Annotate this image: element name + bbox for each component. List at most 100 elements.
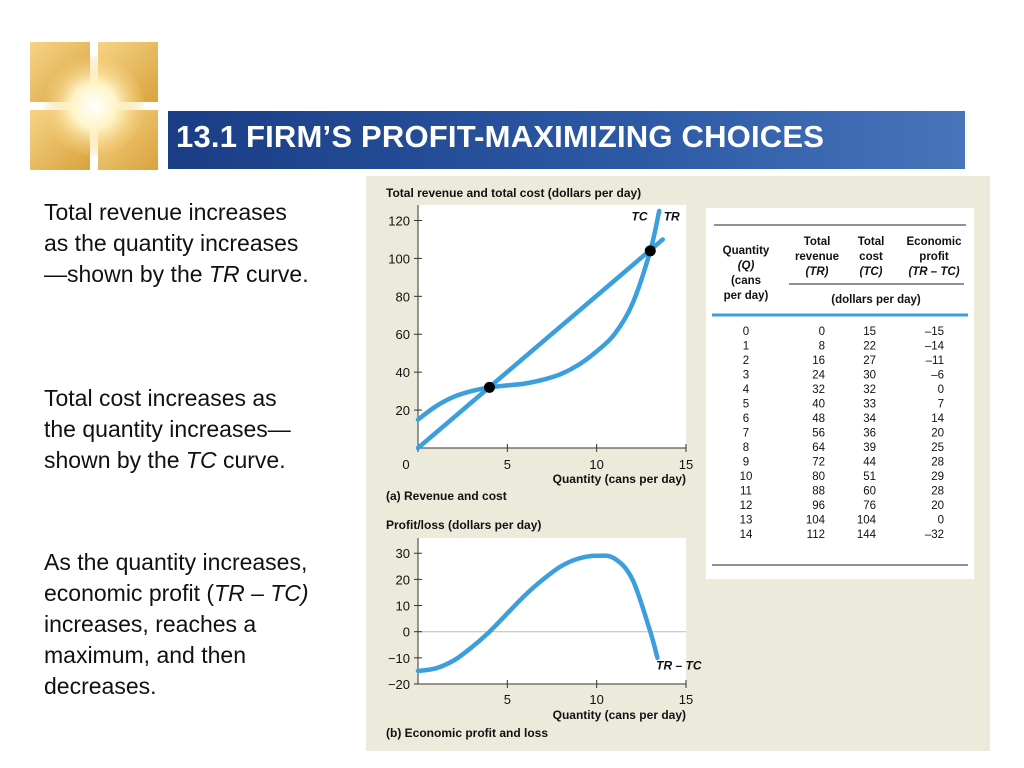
table-cell: 56: [812, 428, 825, 440]
paragraph-run: curve.: [216, 447, 286, 473]
table-header-cell: (TR): [806, 266, 829, 278]
x-axis-label: Quantity (cans per day): [553, 708, 686, 722]
table-cell: 4: [743, 384, 750, 396]
table-row: 11 88 60 28: [740, 486, 944, 498]
table-row: 14 112 144 –32: [740, 529, 944, 541]
table-header-cell: (cans: [731, 275, 761, 287]
table-row: 5 40 33 7: [743, 399, 944, 411]
table-unit-note: (dollars per day): [831, 294, 921, 306]
table-row: 6 48 34 14: [743, 413, 945, 425]
y-tick-label: 120: [388, 213, 410, 228]
table-row: 7 56 36 20: [743, 428, 944, 440]
table-cell: 60: [863, 486, 876, 498]
table-cell: 34: [863, 413, 876, 425]
table-cell: 104: [857, 515, 877, 527]
table-cell: 48: [812, 413, 825, 425]
y-tick-label: 20: [396, 572, 410, 587]
table-row: 9 72 44 28: [743, 457, 944, 469]
table-cell: –14: [925, 341, 945, 353]
table-cell: 11: [740, 486, 752, 498]
table-cell: –15: [925, 326, 944, 338]
table-cell: 8: [819, 341, 825, 353]
window-logo-icon: [30, 42, 158, 170]
table-cell: 12: [740, 500, 753, 512]
table-cell: 76: [863, 500, 876, 512]
paragraph-run: TR: [208, 261, 240, 287]
y-tick-label: 0: [403, 625, 410, 640]
table-cell: 13: [740, 515, 753, 527]
y-tick-label: 10: [396, 599, 410, 614]
table-cell: 44: [863, 457, 876, 469]
y-tick-label: 30: [396, 546, 410, 561]
x-tick-label: 0: [402, 457, 409, 472]
table-header-cell: Total: [804, 236, 831, 248]
table-row: 8 64 39 25: [743, 442, 944, 454]
table-cell: 2: [743, 355, 749, 367]
y-tick-label: −10: [388, 651, 410, 666]
table-header-cell: (TC): [860, 266, 883, 278]
table-header-cell: (Q): [738, 260, 755, 272]
table-cell: 32: [863, 384, 876, 396]
table-cell: 1: [743, 341, 749, 353]
table-cell: 7: [938, 399, 944, 411]
table-row: 12 96 76 20: [740, 500, 944, 512]
table-row: 0 0 15 –15: [743, 326, 944, 338]
table-canvas: Quantity (Q) (cans per day) Total revenue (TR)…: [712, 224, 968, 566]
series-label-tr: TR: [664, 209, 680, 223]
table-cell: 28: [931, 457, 944, 469]
table-cell: 5: [743, 399, 749, 411]
table-cell: 96: [812, 500, 825, 512]
table-row: 10 80 51 29: [740, 471, 944, 483]
series-line-tc: [415, 208, 662, 422]
x-tick-label: 5: [504, 692, 511, 707]
table-cell: 39: [863, 442, 876, 454]
x-tick-label: 15: [679, 457, 693, 472]
table-cell: 30: [863, 370, 876, 382]
table-cell: 0: [819, 326, 825, 338]
table-cell: 144: [857, 529, 877, 541]
table-header-cell: per day): [724, 290, 769, 302]
x-tick-label: 5: [504, 457, 511, 472]
table-cell: 15: [863, 326, 876, 338]
table-header-cell: (TR – TC): [908, 266, 959, 278]
y-tick-label: 100: [388, 251, 410, 266]
table-cell: 29: [931, 471, 944, 483]
table-cell: 14: [740, 529, 753, 541]
intersection-point: [483, 381, 495, 393]
y-axis-label: Total revenue and total cost (dollars pe…: [386, 186, 641, 200]
title-bar: [168, 111, 965, 169]
figure-panel: Total revenue and total cost (dollars pe…: [366, 176, 990, 751]
plot-area: [418, 538, 686, 684]
table-cell: 104: [806, 515, 826, 527]
table-cell: 112: [807, 529, 825, 541]
y-tick-label: 60: [396, 327, 410, 342]
y-tick-label: −20: [388, 677, 410, 692]
x-tick-label: 15: [679, 692, 693, 707]
paragraph-run: As the quantity increases, economic prof…: [44, 549, 308, 606]
paragraph-total-cost: Total cost increases as the quantity inc…: [44, 383, 312, 476]
table-cell: 28: [931, 486, 944, 498]
table-cell: 36: [863, 428, 876, 440]
charts-canvas: Total revenue and total cost (dollars pe…: [386, 186, 702, 740]
table-cell: 51: [863, 471, 876, 483]
cost-revenue-table: Quantity (Q) (cans per day) Total revenue (TR)…: [706, 208, 974, 579]
table-cell: 10: [740, 471, 753, 483]
table-cell: 24: [812, 370, 825, 382]
table-cell: 72: [812, 457, 825, 469]
y-tick-label: 20: [396, 403, 410, 418]
y-tick-label: 80: [396, 289, 410, 304]
paragraph-run: TC: [185, 447, 217, 473]
chart-economic-profit: Profit/loss (dollars per day) 30 20 10 0 −10 −…: [386, 518, 702, 740]
paragraph-run: TR – TC): [214, 580, 309, 606]
slide-title: 13.1 FIRM’S PROFIT-MAXIMIZING CHOICES: [176, 119, 825, 154]
table-row: 1 8 22 –14: [743, 341, 945, 353]
table-header-cell: revenue: [795, 251, 839, 263]
table-cell: 3: [743, 370, 749, 382]
table-cell: 8: [743, 442, 749, 454]
table-cell: 6: [743, 413, 749, 425]
series-label-profit: TR – TC: [656, 659, 702, 673]
table-header-cell: Total: [858, 236, 885, 248]
table-header-cell: cost: [859, 251, 883, 263]
x-axis-label: Quantity (cans per day): [553, 472, 686, 486]
table-cell: 20: [931, 428, 944, 440]
